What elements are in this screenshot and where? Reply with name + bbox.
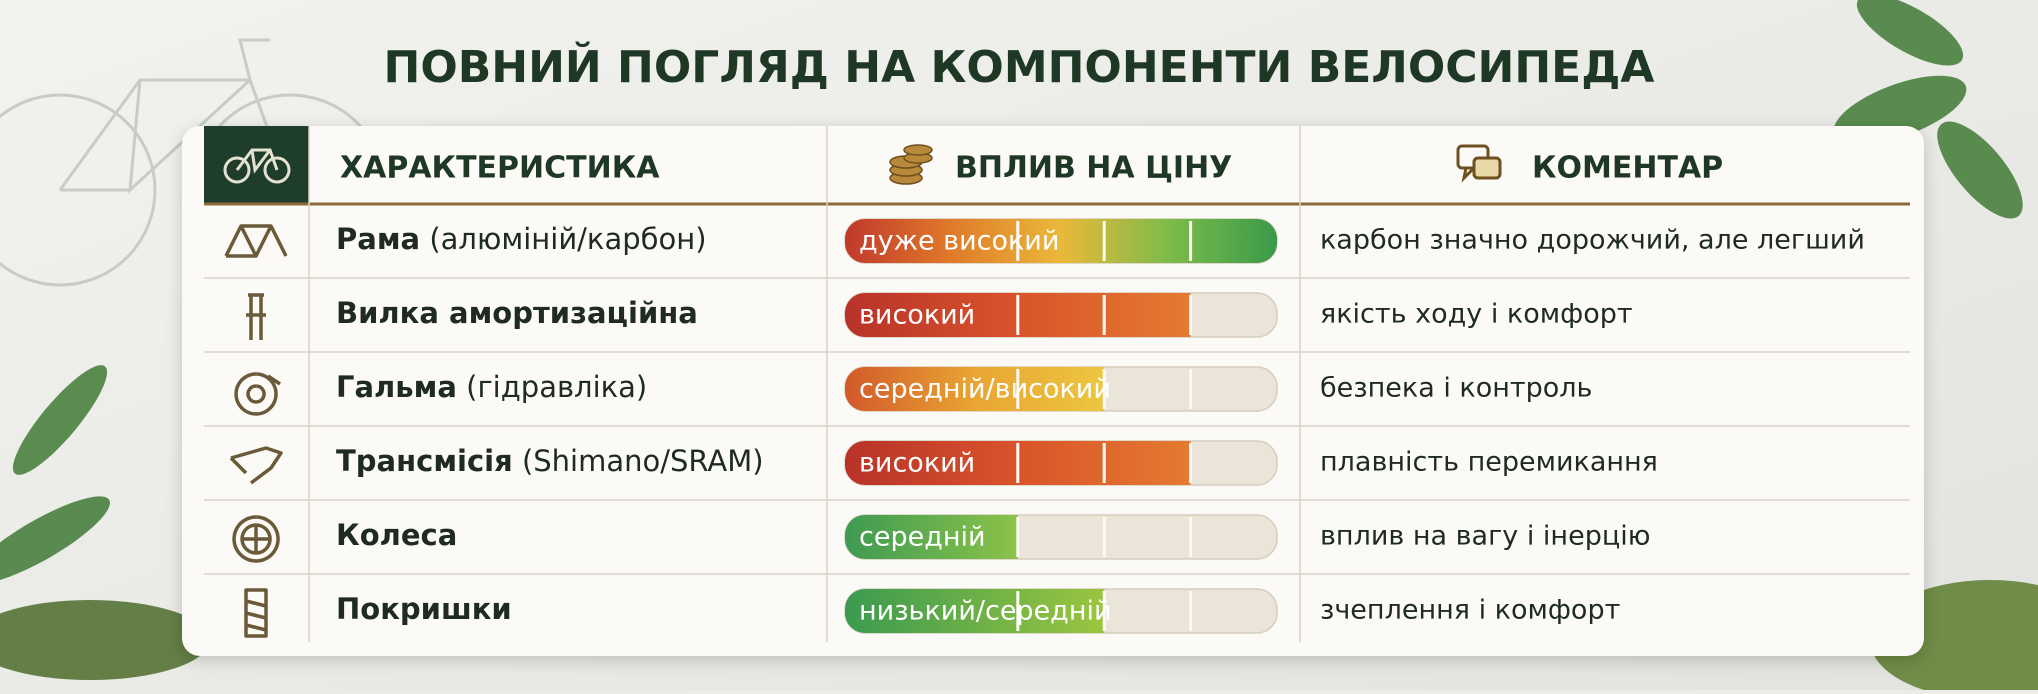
component-detail: (Shimano/SRAM) xyxy=(522,444,764,478)
row-icon xyxy=(229,446,283,485)
header-label: ХАРАКТЕРИСТИКА xyxy=(340,151,660,186)
impact-label: середній xyxy=(859,522,986,553)
component-name: Колеса xyxy=(336,518,457,552)
comment-icon xyxy=(1456,144,1502,183)
bar-fill xyxy=(845,515,1018,559)
component-detail: (гідравліка) xyxy=(466,370,647,404)
row-icon xyxy=(244,588,268,638)
comment: карбон значно дорожчий, але легший xyxy=(1320,225,1865,256)
table-grid xyxy=(204,126,1910,642)
component-name-main: Вилка амортизаційна xyxy=(336,296,698,330)
impact-label: дуже високий xyxy=(859,226,1059,257)
header-label: КОМЕНТАР xyxy=(1532,151,1723,186)
row-icon xyxy=(232,515,280,563)
comment: якість ходу і комфорт xyxy=(1320,299,1633,330)
header-label: ВПЛИВ НА ЦІНУ xyxy=(955,151,1232,186)
comment: зчеплення і комфорт xyxy=(1320,595,1620,626)
impact-label: високий xyxy=(859,300,975,331)
component-name: Покришки xyxy=(336,592,512,626)
component-name: Гальма (гідравліка) xyxy=(336,370,647,404)
impact-label: високий xyxy=(859,448,975,479)
component-name-main: Колеса xyxy=(336,518,457,552)
comment: плавність перемикання xyxy=(1320,447,1658,478)
coins-icon xyxy=(889,144,933,185)
component-name-main: Рама xyxy=(336,222,420,256)
component-name: Вилка амортизаційна xyxy=(336,296,698,330)
row-icon xyxy=(234,372,281,416)
component-name: Трансмісія (Shimano/SRAM) xyxy=(336,444,764,478)
bar-fill xyxy=(845,219,1277,263)
component-name-main: Трансмісія xyxy=(336,444,513,478)
bar-fill xyxy=(845,367,1105,411)
title: ПОВНИЙ ПОГЛЯД НА КОМПОНЕНТИ ВЕЛОСИПЕДА xyxy=(384,40,1655,93)
header-bike-icon xyxy=(223,148,291,184)
bar-fill xyxy=(845,589,1105,633)
component-name-main: Гальма xyxy=(336,370,457,404)
comment: вплив на вагу і інерцію xyxy=(1320,521,1650,552)
impact-label: середній/високий xyxy=(859,374,1111,405)
row-icon xyxy=(246,293,266,340)
row-icon xyxy=(224,224,288,258)
header-icon-cell xyxy=(204,126,309,204)
table-body: ХАРАКТЕРИСТИКА ВПЛИВ НА ЦІНУ КОМЕНТАР Рама … xyxy=(224,151,1865,638)
component-name-main: Покришки xyxy=(336,592,512,626)
component-detail: (алюміній/карбон) xyxy=(429,222,706,256)
comment: безпека і контроль xyxy=(1320,373,1592,404)
component-name: Рама (алюміній/карбон) xyxy=(336,222,707,256)
impact-label: низький/середній xyxy=(859,596,1112,627)
